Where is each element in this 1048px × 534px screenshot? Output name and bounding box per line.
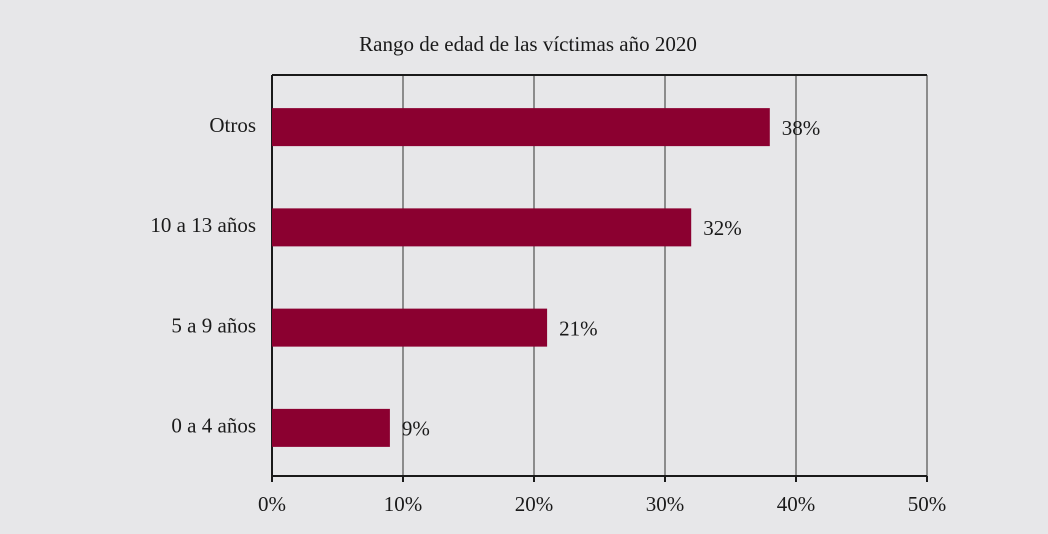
chart-title: Rango de edad de las víctimas año 2020 (359, 32, 697, 56)
y-tick-label: 10 a 13 años (150, 213, 256, 237)
x-tick-label: 0% (258, 492, 286, 516)
bar (272, 208, 692, 247)
x-tick-label: 50% (908, 492, 947, 516)
data-label: 21% (559, 316, 598, 340)
x-tick-label: 30% (646, 492, 685, 516)
bar (272, 408, 390, 447)
data-label: 38% (782, 116, 821, 140)
y-tick-label: 5 a 9 años (171, 313, 256, 337)
data-label: 9% (402, 417, 430, 441)
data-label: 32% (703, 216, 742, 240)
y-tick-label: 0 a 4 años (171, 414, 256, 438)
bar (272, 108, 770, 147)
bar (272, 308, 548, 347)
y-tick-label: Otros (209, 113, 256, 137)
x-tick-label: 20% (515, 492, 554, 516)
x-tick-label: 40% (777, 492, 816, 516)
x-tick-label: 10% (384, 492, 423, 516)
